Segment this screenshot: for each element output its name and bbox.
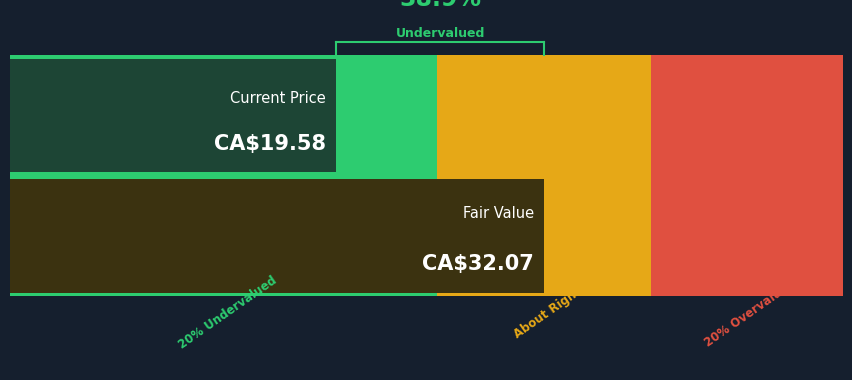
Text: CA$19.58: CA$19.58	[214, 134, 325, 154]
Text: 20% Undervalued: 20% Undervalued	[176, 274, 279, 352]
Bar	[650, 55, 842, 296]
Text: Undervalued: Undervalued	[395, 27, 484, 40]
Text: Current Price: Current Price	[230, 91, 325, 106]
Bar	[10, 179, 544, 293]
Bar	[10, 59, 336, 173]
Bar	[10, 55, 437, 296]
Text: CA$32.07: CA$32.07	[422, 254, 533, 274]
Text: 38.9%: 38.9%	[399, 0, 481, 11]
Text: About Right: About Right	[511, 285, 584, 341]
Text: 20% Overvalued: 20% Overvalued	[702, 277, 797, 349]
Bar	[437, 55, 650, 296]
Text: Fair Value: Fair Value	[463, 206, 533, 221]
